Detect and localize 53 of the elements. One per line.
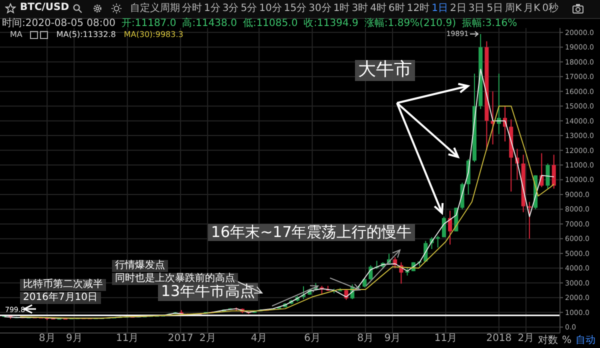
x-tick-label: 8月 [38, 333, 56, 344]
x-tick-label: 2017 [168, 333, 194, 344]
annotation: MA(30):9983.3 [124, 30, 184, 39]
text: 4时 [370, 3, 386, 15]
text: 月K [524, 3, 540, 15]
annotation: 比特币第二次减半 [20, 279, 106, 290]
x-tick-label: 11月 [434, 333, 458, 344]
text: 0秒 [542, 3, 559, 15]
text: 6时 [388, 3, 405, 15]
chart-title: BTC/USD [20, 2, 70, 13]
text: % [562, 335, 572, 347]
text: 10分 [259, 3, 282, 15]
annotation: 低:11085.0 [242, 18, 298, 29]
text: 5分 [240, 3, 258, 15]
text: 周K [505, 3, 522, 15]
annotation: 涨幅:1.89%(210.9) [364, 18, 456, 29]
x-tick-label: 2月 [518, 333, 534, 344]
annotation: 收:11394.9 [304, 18, 358, 29]
text: 1时 [333, 3, 350, 15]
text: 1日 [432, 3, 448, 15]
x-tick-label: 8月 [357, 333, 374, 344]
text: 分时 [182, 3, 202, 15]
text: 15分 [284, 3, 307, 15]
text: 3日 [468, 3, 485, 15]
annotation: 16年末~17年震荡上行的慢牛 [208, 223, 415, 242]
annotation: 高:11438.0 [182, 18, 237, 29]
x-tick-label: 9月 [384, 333, 401, 344]
x-tick-label: 2018 [486, 333, 512, 344]
annotation: 开:11187.0 [121, 18, 176, 29]
ref-line-label: 13年牛市高点 [158, 282, 258, 301]
text: 3分 [222, 3, 239, 15]
annotation: MA(5):11332.8 [56, 30, 116, 39]
text: 自动 [576, 335, 596, 347]
text: 1分 [204, 3, 220, 15]
annotation: 振幅:3.16% [462, 18, 518, 29]
annotation: 2016年7月10日 [20, 292, 101, 304]
text: 2日 [450, 3, 466, 15]
text: 3时 [352, 3, 368, 15]
annotation: 行情爆发点 [112, 260, 168, 272]
annotation: 时间:2020-08-05 08:00 [2, 18, 116, 29]
annotation: 同时也是上次暴跌前的高点 [112, 273, 238, 284]
annotation: MA [10, 30, 22, 39]
text: 30分 [308, 3, 332, 15]
text: 12时 [406, 3, 430, 15]
x-tick-label: 6月 [304, 333, 320, 344]
text: 自定义周期 [130, 3, 180, 15]
x-tick-label: 11月 [116, 333, 139, 344]
text: 对数 [538, 335, 558, 347]
x-tick-label: 4月 [250, 333, 268, 344]
x-tick-label: 9月 [66, 333, 82, 344]
text: 5日 [486, 3, 504, 15]
x-tick-label: 2月 [199, 333, 216, 344]
annotation: 大牛市 [355, 59, 415, 81]
